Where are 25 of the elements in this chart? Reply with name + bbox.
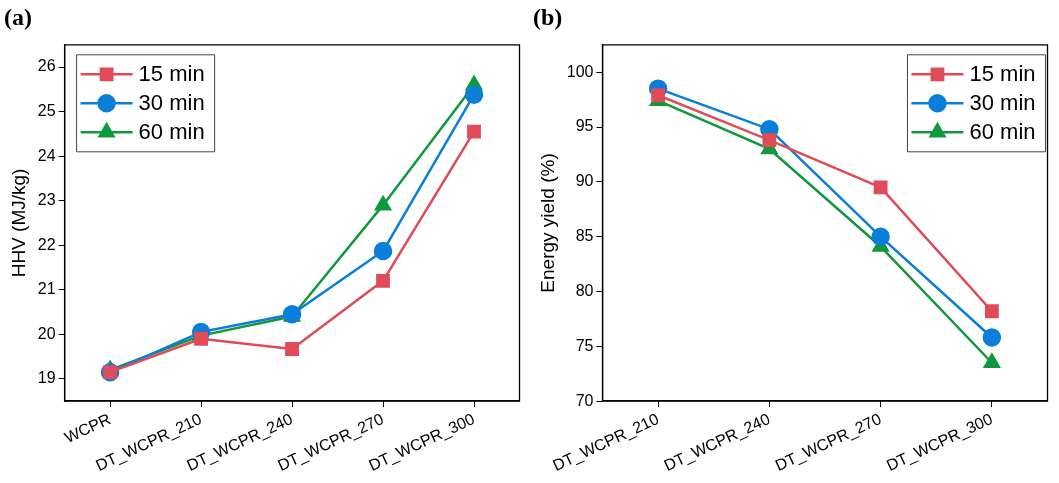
y-tick-label: 85 [575, 227, 594, 245]
legend-label: 30 min [138, 90, 205, 116]
chart-title: (a) [4, 3, 32, 30]
y-tick-label: 22 [37, 235, 56, 253]
y-tick-label: 19 [37, 369, 56, 387]
y-tick-label: 24 [37, 146, 56, 164]
y-axis-title: Energy yield (%) [536, 153, 558, 293]
y-tick-label: 25 [37, 102, 56, 120]
y-tick-label: 100 [566, 62, 594, 80]
legend-label: 15 min [969, 61, 1036, 87]
y-tick-label: 95 [575, 117, 594, 135]
y-tick-label: 75 [575, 336, 594, 354]
legend-label: 30 min [969, 90, 1036, 116]
legend-label: 60 min [138, 119, 205, 145]
y-tick-label: 70 [575, 391, 594, 409]
legend-label: 60 min [969, 119, 1036, 145]
y-tick-label: 26 [37, 57, 56, 75]
y-axis-title: HHV (MJ/kg) [7, 168, 29, 278]
y-tick-label: 21 [37, 280, 56, 298]
chart-title: (b) [533, 3, 563, 30]
y-tick-label: 23 [37, 191, 56, 209]
legend-label: 15 min [138, 61, 205, 87]
y-tick-label: 90 [575, 172, 594, 190]
y-tick-label: 80 [575, 281, 594, 299]
y-tick-label: 20 [37, 324, 56, 342]
